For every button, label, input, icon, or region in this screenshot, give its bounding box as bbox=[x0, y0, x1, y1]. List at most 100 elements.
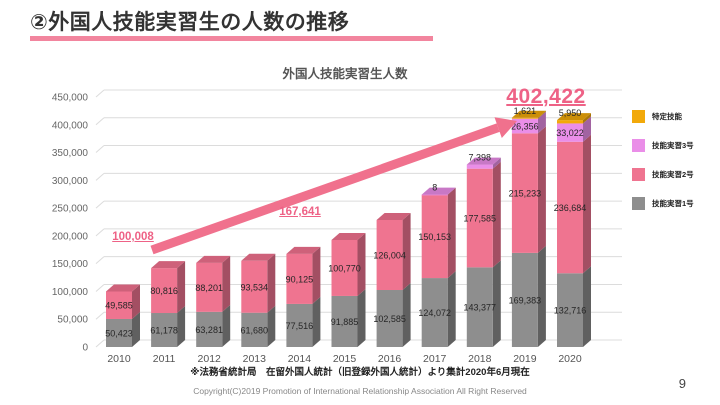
growth-arrow-shaft bbox=[150, 123, 500, 255]
bar-value-label: 1,621 bbox=[514, 106, 537, 116]
bar-top bbox=[511, 110, 546, 118]
bar-segment-side bbox=[537, 126, 546, 253]
bar-segment-side bbox=[583, 134, 591, 274]
y-axis-tick: 0 bbox=[82, 343, 88, 354]
chart-title: 外国人技能実習生人数 bbox=[282, 67, 408, 81]
legend-label: 技能実習1号 bbox=[652, 199, 694, 208]
bar-segment bbox=[196, 311, 223, 347]
bar-top bbox=[421, 187, 456, 195]
bar-value-label: 61,680 bbox=[241, 325, 269, 335]
copyright-text: Copyright(C)2019 Promotion of Internatio… bbox=[193, 386, 527, 396]
y-axis-tick: 50,000 bbox=[57, 315, 88, 326]
bar-top bbox=[557, 113, 591, 121]
bar-segment-side bbox=[402, 213, 411, 291]
bar-segment-side bbox=[537, 111, 546, 134]
bar-value-label: 91,885 bbox=[331, 317, 359, 327]
bar-segment-side bbox=[267, 253, 276, 313]
source-footnote: ※法務省統計局 在留外国人統計（旧登録外国人統計）より集計2020年6月現在 bbox=[190, 367, 530, 378]
legend-swatch bbox=[632, 197, 645, 210]
y-axis-tick: 250,000 bbox=[52, 204, 89, 215]
bar-top bbox=[466, 157, 501, 165]
x-axis-label: 2020 bbox=[558, 353, 582, 365]
bar-top bbox=[151, 261, 186, 269]
bar-value-label: 100,770 bbox=[328, 263, 361, 273]
page-number: 9 bbox=[678, 376, 686, 391]
bar-segment-side bbox=[312, 296, 321, 347]
bar-segment bbox=[106, 291, 132, 319]
x-axis-label: 2014 bbox=[288, 353, 312, 365]
gridline-tick bbox=[95, 339, 105, 348]
bar-segment bbox=[466, 168, 493, 268]
bar-value-label: 102,585 bbox=[373, 314, 406, 324]
x-axis-label: 2017 bbox=[423, 353, 447, 365]
gridline-tick bbox=[95, 311, 105, 320]
bar-segment-side bbox=[447, 187, 456, 279]
y-axis-tick: 400,000 bbox=[52, 120, 89, 131]
bar-value-label: 63,281 bbox=[195, 325, 223, 335]
gridline-tick bbox=[95, 228, 105, 237]
x-axis-label: 2018 bbox=[468, 353, 492, 365]
bar-value-label: 61,178 bbox=[150, 326, 178, 336]
bar-segment-side bbox=[492, 260, 501, 347]
bar-segment bbox=[557, 273, 583, 347]
bar-segment bbox=[241, 312, 268, 347]
gridline-tick bbox=[95, 284, 105, 292]
bar-segment-side bbox=[492, 157, 501, 169]
bar-segment-side bbox=[583, 116, 591, 142]
x-axis-label: 2019 bbox=[513, 353, 537, 365]
legend-label: 技能実習3号 bbox=[652, 141, 694, 150]
bar-segment bbox=[466, 267, 493, 347]
legend-label: 特定技能 bbox=[652, 112, 682, 121]
legend-item: 特定技能 bbox=[632, 110, 694, 123]
x-axis-label: 2016 bbox=[378, 353, 402, 365]
y-axis-tick: 100,000 bbox=[52, 287, 89, 298]
bar-value-label: 143,377 bbox=[464, 303, 497, 313]
bar-value-label: 33,022 bbox=[556, 128, 584, 138]
bar-top bbox=[196, 255, 231, 263]
bar-value-label: 132,716 bbox=[554, 306, 587, 316]
bar-segment-side bbox=[222, 255, 231, 312]
gridline-tick bbox=[95, 256, 105, 265]
bar-segment-side bbox=[177, 306, 186, 347]
gridline-tick bbox=[95, 172, 105, 181]
bar-segment bbox=[557, 123, 583, 142]
bar-segment-side bbox=[447, 271, 456, 347]
bar-segment-side bbox=[447, 187, 456, 195]
bar-value-label: 8 bbox=[432, 183, 437, 193]
bar-segment bbox=[376, 290, 403, 347]
bar-top bbox=[286, 246, 321, 254]
bar-value-label: 77,516 bbox=[286, 321, 314, 331]
bar-segment bbox=[511, 252, 538, 347]
bar-segment bbox=[421, 278, 448, 347]
bar-segment bbox=[196, 262, 223, 312]
bar-segment-side bbox=[132, 311, 140, 347]
bar-top bbox=[376, 213, 411, 221]
bar-value-label: 126,004 bbox=[373, 251, 406, 261]
bar-value-label: 215,233 bbox=[509, 189, 542, 199]
bar-value-label: 5,950 bbox=[559, 108, 582, 118]
y-axis-tick: 350,000 bbox=[52, 148, 89, 159]
growth-arrow-head bbox=[494, 117, 517, 139]
bar-segment-side bbox=[583, 266, 591, 347]
y-axis-tick: 150,000 bbox=[52, 259, 89, 270]
gridline-tick bbox=[95, 89, 105, 98]
bar-segment bbox=[331, 239, 358, 296]
bar-value-label: 7,398 bbox=[469, 153, 492, 163]
bar-value-label: 150,153 bbox=[418, 232, 451, 242]
legend-swatch bbox=[632, 110, 645, 123]
bar-segment bbox=[376, 220, 403, 291]
bar-segment-side bbox=[492, 161, 501, 268]
bar-segment bbox=[151, 268, 178, 314]
bar-segment bbox=[151, 313, 178, 347]
y-axis-tick: 300,000 bbox=[52, 176, 89, 187]
x-axis-label: 2010 bbox=[107, 353, 131, 365]
bar-segment-side bbox=[312, 246, 321, 304]
bar-segment-side bbox=[177, 261, 186, 314]
bar-value-label: 236,684 bbox=[554, 203, 587, 213]
legend-swatch bbox=[632, 139, 645, 152]
bar-segment bbox=[557, 120, 583, 124]
bar-segment bbox=[511, 133, 538, 253]
legend-item: 技能実習3号 bbox=[632, 139, 694, 152]
bar-segment bbox=[511, 117, 538, 119]
